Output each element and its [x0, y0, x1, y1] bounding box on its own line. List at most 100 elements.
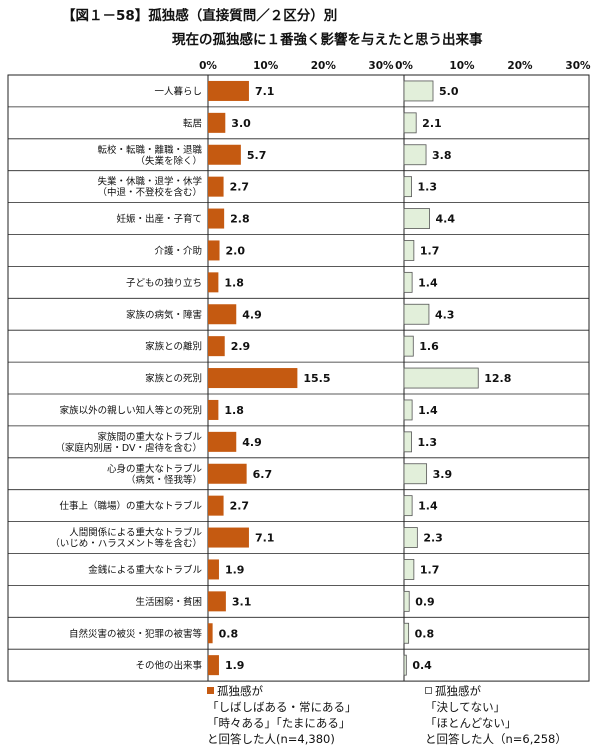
category-label: 転居 [183, 118, 202, 129]
value-label: 1.8 [224, 276, 244, 289]
value-label: 1.4 [418, 500, 438, 513]
value-label: 1.3 [418, 436, 438, 449]
legend-series-1-line2: 「しばしばある・常にある」 [207, 700, 357, 714]
chart-title-line1: 【図１－58】孤独感（直接質問／２区分）別 [62, 8, 338, 24]
value-label: 5.0 [439, 85, 459, 98]
chart-title-line2: 現在の孤独感に１番強く影響を与えたと思う出来事 [172, 32, 483, 48]
bar-series-1 [208, 431, 237, 452]
bar-series-2 [403, 335, 414, 357]
value-label: 1.8 [224, 404, 244, 417]
bar-series-2 [403, 590, 410, 612]
bar-series-1 [208, 208, 225, 229]
category-label: 家族との離別 [145, 341, 202, 353]
value-label: 3.1 [232, 595, 252, 608]
legend-series-1-line1: 孤独感が [207, 683, 357, 699]
bar-series-1 [208, 304, 237, 325]
tick-label: 10% [449, 60, 475, 72]
category-label: 介護・介助 [154, 245, 202, 257]
bar-series-1 [208, 176, 224, 197]
bar-series-2 [403, 240, 415, 261]
bar-series-2 [403, 622, 410, 644]
tick-label: 0% [199, 60, 217, 72]
bar-series-2 [403, 303, 430, 325]
bar-series-1 [208, 527, 249, 548]
value-label: 0.8 [415, 627, 435, 640]
value-label: 4.9 [242, 308, 261, 321]
plot-frame [7, 74, 590, 682]
category-sublabel: （病気・怪我等） [126, 474, 202, 486]
legend-series-2-line4: と回答した人（n=6,258） [425, 732, 567, 746]
category-sublabel: （いじめ・ハラスメント等を含む） [50, 538, 202, 550]
value-label: 2.7 [230, 500, 250, 513]
value-label: 4.9 [242, 436, 261, 449]
value-label: 1.3 [418, 181, 438, 194]
category-label: 転校・転職・離職・退職 [97, 144, 202, 156]
legend-series-2-text1: 孤独感が [435, 684, 481, 698]
value-label: 7.1 [255, 85, 275, 98]
legend-swatch-2 [425, 687, 432, 694]
legend-series-2-line3: 「ほとんどない」 [425, 716, 517, 730]
value-label: 3.0 [231, 117, 251, 130]
value-label: 7.1 [255, 532, 275, 545]
bar-series-2 [403, 208, 430, 229]
tick-label: 20% [311, 60, 337, 72]
bar-series-1 [208, 112, 226, 133]
value-label: 2.3 [423, 532, 443, 545]
value-label: 4.3 [435, 308, 455, 321]
bar-series-1 [208, 495, 224, 516]
bar-series-2 [403, 399, 413, 421]
bar-series-1 [208, 463, 247, 484]
value-label: 12.8 [484, 372, 511, 385]
category-label: 家族以外の親しい知人等との死別 [60, 404, 202, 416]
bar-series-2 [403, 112, 417, 134]
category-label: 家族との死別 [145, 373, 202, 385]
value-label: 4.4 [436, 213, 456, 226]
category-label: 人間関係による重大なトラブル [69, 527, 202, 539]
legend-swatch-1 [207, 687, 214, 694]
legend-series-1: 孤独感が 「しばしばある・常にある」 「時々ある」「たまにある」 と回答した人(… [207, 683, 357, 747]
bar-series-1 [208, 399, 219, 420]
bar-series-1 [208, 591, 226, 612]
bar-series-2 [403, 527, 418, 548]
tick-label: 20% [507, 60, 533, 72]
bar-series-1 [208, 655, 219, 676]
tick-label: 10% [253, 60, 279, 72]
legend-series-1-line4: と回答した人(n=4,380) [207, 732, 335, 746]
category-label: 金銭による重大なトラブル [88, 564, 202, 576]
legend-series-1-text1: 孤独感が [217, 684, 263, 698]
value-label: 0.8 [219, 627, 239, 640]
category-label: 家族間の重大なトラブル [97, 431, 202, 443]
bar-series-2 [403, 367, 479, 389]
bar-series-2 [403, 495, 413, 517]
bar-series-1 [208, 272, 219, 293]
legend-series-1-line3: 「時々ある」「たまにある」 [207, 716, 351, 730]
value-label: 5.7 [247, 149, 267, 162]
value-label: 1.9 [225, 659, 245, 672]
tick-label: 0% [395, 60, 413, 72]
bar-series-1 [208, 80, 249, 101]
legend-series-2-line2: 「決してない」 [425, 700, 506, 714]
bar-series-1 [208, 368, 298, 389]
value-label: 2.8 [230, 213, 250, 226]
category-label: 心身の重大なトラブル [107, 463, 203, 475]
category-label: 自然災害の被災・犯罪の被害等 [69, 628, 203, 640]
value-label: 15.5 [303, 372, 330, 385]
category-label: 妊娠・出産・子育て [116, 213, 202, 225]
value-label: 1.4 [418, 404, 438, 417]
value-label: 2.0 [226, 244, 246, 257]
legend-series-2: 孤独感が 「決してない」 「ほとんどない」 と回答した人（n=6,258） [425, 683, 567, 747]
value-label: 2.1 [422, 117, 442, 130]
bar-series-2 [403, 431, 412, 453]
bar-series-1 [208, 623, 213, 644]
category-label: 家族の病気・障害 [126, 309, 202, 321]
value-label: 1.6 [419, 340, 439, 353]
bar-series-2 [403, 654, 407, 676]
value-label: 3.8 [432, 149, 452, 162]
category-label: 仕事上（職場）の重大なトラブル [59, 500, 202, 512]
bar-series-2 [403, 144, 427, 166]
value-label: 3.9 [433, 468, 453, 481]
value-label: 2.9 [231, 340, 251, 353]
category-label: 子どもの独り立ち [126, 277, 202, 289]
value-label: 1.7 [420, 244, 440, 257]
